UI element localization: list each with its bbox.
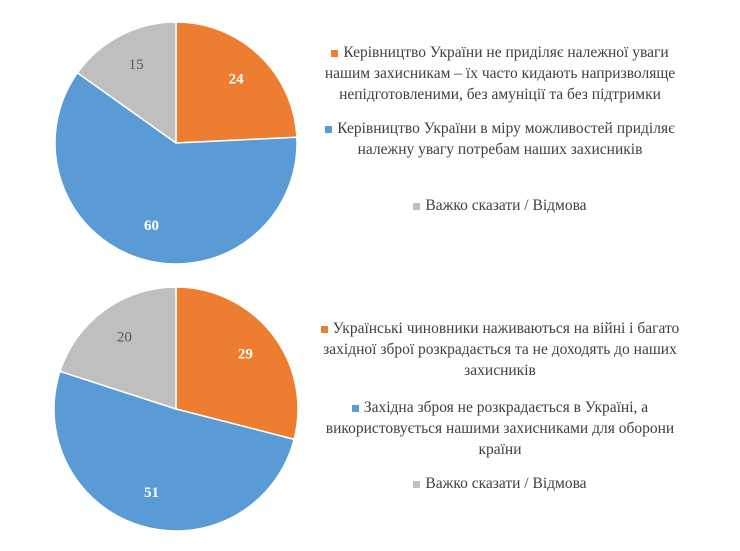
pie-slice bbox=[76, 21, 177, 145]
legend-label: Західна зброя не розкрадається в Україні… bbox=[325, 399, 675, 458]
legend-item: Важко сказати / Відмова bbox=[310, 473, 690, 494]
legend-marker bbox=[320, 325, 328, 333]
pie-slice bbox=[175, 286, 299, 441]
pie-slice bbox=[175, 21, 298, 144]
legend-label: Керівництво України не приділяє належної… bbox=[324, 44, 676, 103]
legend-item: Керівництво України не приділяє належної… bbox=[310, 42, 690, 105]
legend-label: Важко сказати / Відмова bbox=[425, 475, 587, 492]
value-label: 20 bbox=[117, 329, 132, 345]
legend-item: Керівництво України в міру можливостей п… bbox=[310, 118, 690, 160]
value-label: 15 bbox=[129, 57, 144, 73]
value-label: 60 bbox=[144, 218, 159, 234]
value-label: 24 bbox=[229, 71, 245, 87]
legend-marker bbox=[413, 480, 421, 488]
legend-item: Українські чиновники наживаються на війн… bbox=[310, 318, 690, 381]
legend-marker bbox=[351, 404, 359, 412]
legend-label: Керівництво України в міру можливостей п… bbox=[337, 120, 675, 158]
value-label: 29 bbox=[238, 347, 253, 363]
legend-marker bbox=[413, 202, 421, 210]
pie-slice bbox=[54, 71, 298, 265]
value-label: 51 bbox=[144, 485, 159, 501]
legend-marker bbox=[325, 125, 333, 133]
legend-label: Важко сказати / Відмова bbox=[425, 197, 587, 214]
pie-slice bbox=[59, 286, 177, 411]
legend-item: Західна зброя не розкрадається в Україні… bbox=[310, 397, 690, 460]
legend-label: Українські чиновники наживаються на війн… bbox=[323, 320, 680, 379]
legend-item: Важко сказати / Відмова bbox=[310, 195, 690, 216]
pie-slice bbox=[53, 370, 296, 532]
legend-marker bbox=[331, 49, 339, 57]
